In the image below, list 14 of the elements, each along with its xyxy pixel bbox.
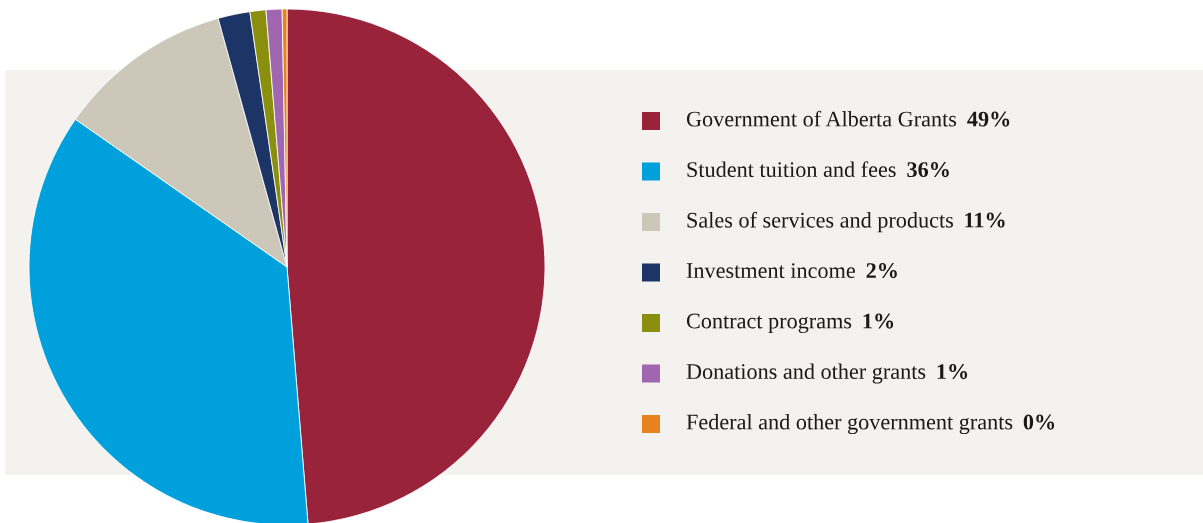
legend-label: Donations and other grants	[686, 363, 926, 384]
data-label: 1%	[863, 313, 894, 329]
data-label: 2%	[866, 263, 897, 279]
legend-label: Sales of services and products	[687, 211, 954, 233]
legend-label: Contract programs	[686, 313, 852, 334]
data-label: 0%	[1023, 414, 1055, 430]
legend-label: Government of Alberta Grants	[686, 110, 957, 127]
data-label: 11%	[965, 212, 1005, 228]
legend-label: Federal and other government grants	[686, 413, 1013, 435]
data-label: 36%	[907, 162, 949, 178]
legend-label: Student tuition and fees	[687, 161, 896, 178]
data-label: 49%	[967, 111, 1010, 127]
data-label: 1%	[937, 364, 968, 380]
legend-label: Investment income	[686, 263, 855, 279]
